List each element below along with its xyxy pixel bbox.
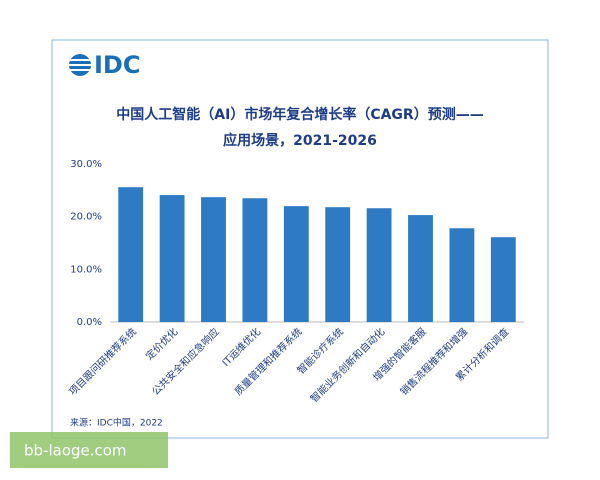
y-tick-label: 30.0%	[70, 159, 102, 170]
bar	[490, 237, 516, 322]
bar	[159, 195, 185, 322]
bar	[449, 228, 475, 322]
y-tick-label: 20.0%	[70, 212, 102, 223]
logo: IDC	[94, 51, 140, 79]
bar	[366, 208, 392, 322]
watermark-box	[10, 432, 168, 468]
bar	[283, 206, 309, 322]
bar	[242, 198, 268, 322]
chart-title: 中国人工智能（AI）市场年复合增长率（CAGR）预测——	[116, 106, 483, 123]
logo-mark	[69, 54, 91, 76]
source: 来源：IDC中国，2022	[70, 417, 163, 429]
watermark: bb-laoge.com	[24, 442, 127, 460]
y-tick-label: 10.0%	[70, 264, 102, 275]
bar	[201, 197, 226, 322]
chart-title: 应用场景，2021-2026	[223, 132, 377, 149]
bar	[325, 207, 351, 322]
bar	[408, 215, 433, 322]
bar	[118, 187, 144, 322]
y-tick-label: 0.0%	[77, 317, 102, 328]
